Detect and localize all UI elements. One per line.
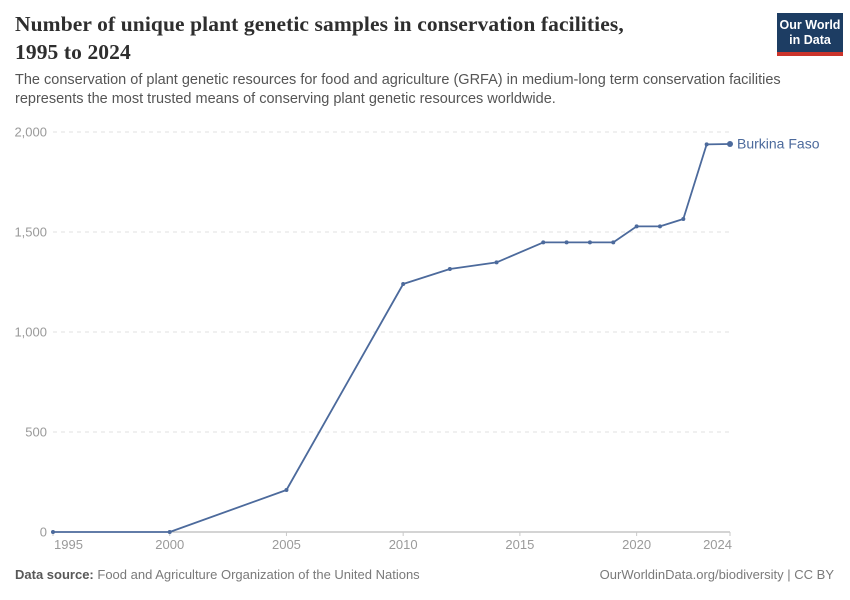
x-tick-label: 1995	[54, 537, 83, 552]
data-point	[401, 282, 406, 286]
data-point	[681, 217, 686, 221]
data-point	[657, 224, 662, 229]
x-tick-label: 2000	[155, 537, 184, 552]
attribution: OurWorldinData.org/biodiversity | CC BY	[600, 567, 834, 582]
data-point	[494, 260, 499, 265]
page-title: Number of unique plant genetic samples i…	[15, 10, 624, 66]
x-tick-label: 2020	[622, 537, 651, 552]
data-point	[447, 267, 452, 271]
subtitle-line-1: The conservation of plant genetic resour…	[15, 72, 781, 88]
data-source: Data source: Food and Agriculture Organi…	[15, 567, 420, 582]
subtitle-line-2: represents the most trusted means of con…	[15, 91, 556, 107]
chart-subtitle: The conservation of plant genetic resour…	[15, 71, 781, 109]
data-point	[541, 240, 546, 245]
data-point	[167, 530, 172, 534]
owid-logo: Our World in Data	[777, 13, 843, 56]
y-tick-label: 1,500	[14, 225, 47, 240]
data-point	[564, 240, 569, 245]
data-point	[611, 240, 616, 245]
data-source-text: Food and Agriculture Organization of the…	[97, 567, 420, 582]
y-tick-label: 1,000	[14, 325, 47, 340]
data-source-label: Data source:	[15, 567, 94, 582]
title-line-1: Number of unique plant genetic samples i…	[15, 12, 624, 36]
data-point	[704, 142, 709, 147]
data-point	[634, 224, 639, 229]
attribution-text: OurWorldinData.org/biodiversity | CC BY	[599, 567, 834, 582]
x-tick-label: 2015	[505, 537, 534, 552]
y-tick-label: 2,000	[14, 125, 47, 140]
title-line-2: 1995 to 2024	[15, 40, 131, 64]
data-point	[284, 488, 289, 492]
data-point	[727, 141, 733, 147]
series-label: Burkina Faso	[737, 136, 820, 152]
logo-text-line-1: Our World	[779, 17, 841, 32]
data-point	[51, 530, 55, 534]
x-tick-label: 2024	[703, 537, 732, 552]
data-point	[587, 240, 592, 245]
x-tick-label: 2010	[389, 537, 418, 552]
y-tick-label: 500	[25, 425, 47, 440]
x-tick-label: 2005	[272, 537, 301, 552]
data-line	[52, 143, 731, 533]
logo-text-line-2: in Data	[789, 32, 831, 47]
y-tick-label: 0	[40, 525, 47, 540]
